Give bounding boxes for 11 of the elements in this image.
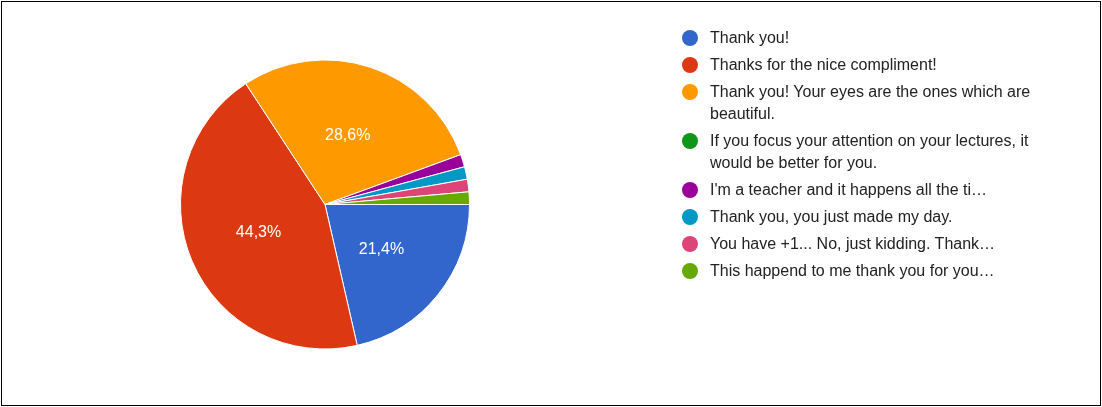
- legend-label: I'm a teacher and it happens all the ti…: [710, 180, 987, 200]
- legend-label: You have +1... No, just kidding. Thank…: [710, 234, 996, 254]
- data-label: 44,3%: [235, 223, 282, 241]
- data-label: 21,4%: [358, 239, 405, 257]
- legend-label: If you focus your attention on your lectures, it would be better for you.: [710, 131, 1030, 173]
- legend-label: Thanks for the nice compliment!: [710, 55, 937, 75]
- legend-label: This happend to me thank you for you…: [710, 261, 995, 281]
- legend-label: Thank you! Your eyes are the ones which are beautiful.: [710, 82, 1032, 124]
- data-label: 28,6%: [324, 126, 371, 144]
- legend-label: Thank you, you just made my day.: [710, 207, 953, 227]
- legend-label: Thank you!: [710, 28, 790, 48]
